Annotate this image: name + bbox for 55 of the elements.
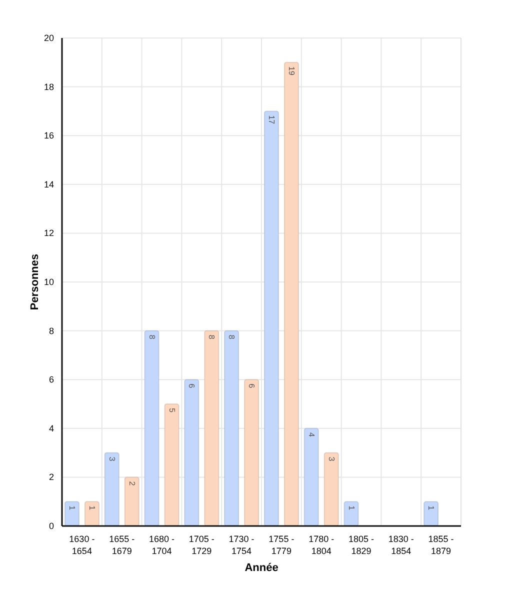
data-label: 4 [306,432,316,438]
y-tick-label: 12 [44,228,54,238]
bar [64,501,80,526]
bar [104,452,120,526]
y-tick-label: 4 [48,423,54,434]
data-label: 1 [426,506,436,511]
x-tick-label: 1655 - 1679 [109,534,135,556]
data-label: 1 [67,506,76,511]
y-tick-label: 8 [48,326,54,336]
x-tick-label: 1805 - 1829 [348,534,374,556]
bar [244,379,260,526]
data-label: 1 [346,506,356,511]
data-label: 3 [107,456,116,462]
data-label: 1 [87,506,96,511]
x-tick-label: 1705 - 1729 [188,534,214,556]
x-tick-label: 1855 - 1879 [428,534,454,556]
bar [324,452,339,526]
y-tick-label: 18 [44,82,54,92]
x-tick-label: 1680 - 1704 [148,534,175,556]
data-label: 3 [326,456,336,462]
x-tick-label: 1630 - 1654 [69,534,95,556]
data-label: 8 [207,334,216,340]
bar [344,501,359,526]
x-tick-label: 1755 - 1779 [268,534,294,556]
x-axis-title: Année [244,562,278,574]
bar [184,379,200,526]
bar [84,501,100,526]
x-tick-label: 1780 - 1804 [308,534,334,556]
bar [124,476,140,526]
y-tick-label: 6 [48,374,54,385]
bar [304,428,319,526]
y-tick-label: 20 [44,33,54,43]
data-label: 8 [227,334,236,340]
data-label: 6 [247,384,256,389]
bar [204,330,220,526]
bar [164,404,180,526]
data-label: 2 [127,481,136,486]
bar [144,330,160,526]
y-tick-label: 0 [48,521,54,531]
x-tick-label: 1830 - 1854 [388,534,414,556]
bar [264,110,279,526]
data-label: 5 [167,408,176,413]
data-label: 19 [286,66,296,76]
y-axis-title: Personnes [29,254,41,310]
bar [284,62,299,526]
x-tick-label: 1730 - 1754 [228,534,254,556]
y-tick-label: 16 [44,130,54,141]
data-label: 6 [187,384,196,389]
data-label: 17 [266,115,276,125]
bar [424,501,439,526]
y-tick-label: 14 [44,179,54,190]
y-tick-label: 2 [48,472,54,482]
bar [224,330,240,526]
y-tick-label: 10 [44,277,54,287]
data-label: 8 [147,334,156,340]
